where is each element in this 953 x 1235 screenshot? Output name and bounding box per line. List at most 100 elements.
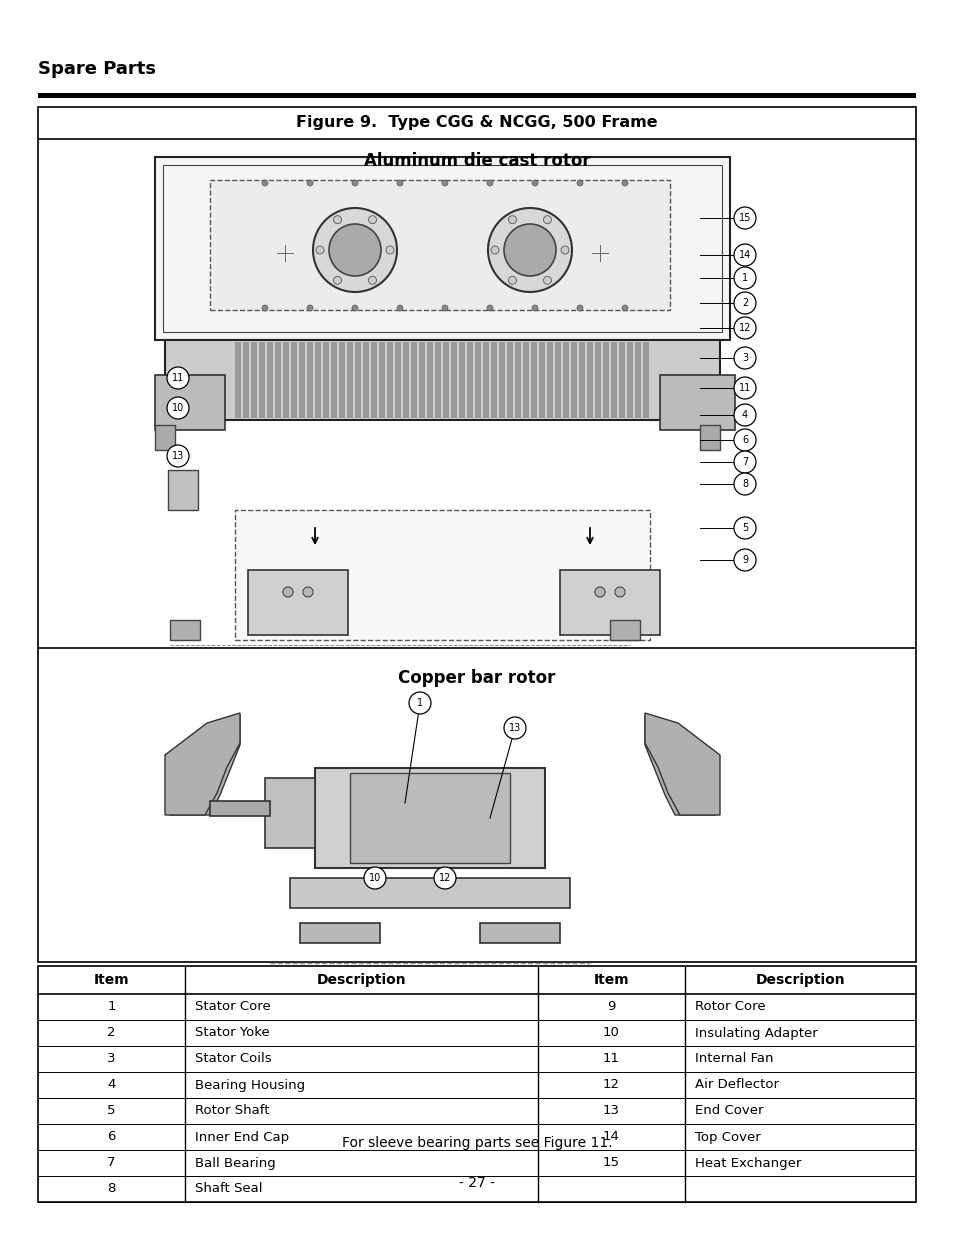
Text: 2: 2 bbox=[107, 1026, 115, 1040]
Circle shape bbox=[733, 404, 755, 426]
Circle shape bbox=[329, 224, 380, 275]
Circle shape bbox=[615, 587, 624, 597]
Text: Rotor Core: Rotor Core bbox=[695, 1000, 765, 1014]
Bar bbox=[610, 342, 617, 417]
Bar bbox=[451, 342, 456, 417]
Text: 3: 3 bbox=[107, 1052, 115, 1066]
Bar bbox=[307, 342, 313, 417]
Circle shape bbox=[409, 692, 431, 714]
Circle shape bbox=[334, 277, 341, 284]
Bar bbox=[165, 340, 720, 420]
Bar bbox=[515, 342, 520, 417]
Bar bbox=[559, 571, 659, 635]
Circle shape bbox=[441, 305, 448, 311]
Text: 2: 2 bbox=[741, 298, 747, 308]
Bar bbox=[331, 342, 336, 417]
Bar bbox=[642, 342, 648, 417]
Bar bbox=[248, 571, 348, 635]
Text: Stator Core: Stator Core bbox=[194, 1000, 271, 1014]
Text: 14: 14 bbox=[602, 1130, 619, 1144]
Bar bbox=[267, 342, 273, 417]
Text: 13: 13 bbox=[508, 722, 520, 734]
Circle shape bbox=[508, 216, 516, 224]
Bar bbox=[251, 342, 256, 417]
Text: Bearing Housing: Bearing Housing bbox=[194, 1078, 305, 1092]
Bar bbox=[435, 342, 440, 417]
Bar bbox=[378, 342, 385, 417]
Bar bbox=[314, 768, 544, 868]
Text: 12: 12 bbox=[738, 324, 750, 333]
Bar bbox=[291, 342, 296, 417]
Bar bbox=[602, 342, 608, 417]
Bar bbox=[482, 342, 489, 417]
Bar bbox=[168, 471, 198, 510]
Text: 1: 1 bbox=[741, 273, 747, 283]
Bar bbox=[210, 802, 270, 816]
Circle shape bbox=[368, 277, 376, 284]
Bar bbox=[350, 773, 510, 863]
Circle shape bbox=[491, 246, 498, 254]
Polygon shape bbox=[170, 715, 240, 815]
Bar bbox=[578, 342, 584, 417]
Circle shape bbox=[441, 180, 448, 186]
Text: For sleeve bearing parts see Figure 11.: For sleeve bearing parts see Figure 11. bbox=[341, 1136, 612, 1150]
Text: 6: 6 bbox=[741, 435, 747, 445]
Circle shape bbox=[488, 207, 572, 291]
Bar bbox=[418, 342, 424, 417]
Bar bbox=[562, 342, 568, 417]
Bar bbox=[338, 342, 345, 417]
Bar bbox=[290, 878, 569, 908]
Bar bbox=[595, 342, 600, 417]
Circle shape bbox=[733, 245, 755, 266]
Text: 1: 1 bbox=[416, 698, 422, 708]
Text: End Cover: End Cover bbox=[695, 1104, 762, 1118]
Text: 11: 11 bbox=[739, 383, 750, 393]
Bar bbox=[234, 342, 241, 417]
Bar bbox=[546, 342, 553, 417]
Circle shape bbox=[560, 246, 568, 254]
Bar bbox=[659, 375, 734, 430]
Text: - 27 -: - 27 - bbox=[458, 1176, 495, 1191]
Circle shape bbox=[733, 377, 755, 399]
Text: 13: 13 bbox=[602, 1104, 619, 1118]
Bar bbox=[363, 342, 369, 417]
Text: 12: 12 bbox=[438, 873, 451, 883]
Polygon shape bbox=[644, 715, 714, 815]
Bar bbox=[298, 342, 305, 417]
Bar bbox=[609, 620, 639, 640]
Text: 1: 1 bbox=[107, 1000, 115, 1014]
Circle shape bbox=[503, 718, 525, 739]
Circle shape bbox=[532, 305, 537, 311]
Text: Description: Description bbox=[316, 973, 406, 987]
Bar bbox=[154, 157, 729, 340]
Text: Air Deflector: Air Deflector bbox=[695, 1078, 779, 1092]
Circle shape bbox=[334, 216, 341, 224]
Text: 4: 4 bbox=[107, 1078, 115, 1092]
Text: Stator Coils: Stator Coils bbox=[194, 1052, 272, 1066]
Text: Copper bar rotor: Copper bar rotor bbox=[398, 669, 555, 687]
Circle shape bbox=[621, 180, 627, 186]
Circle shape bbox=[595, 587, 604, 597]
Circle shape bbox=[167, 445, 189, 467]
Bar bbox=[283, 342, 289, 417]
Bar bbox=[234, 510, 649, 640]
Text: Heat Exchanger: Heat Exchanger bbox=[695, 1156, 801, 1170]
Bar bbox=[314, 342, 320, 417]
Text: Description: Description bbox=[755, 973, 844, 987]
Circle shape bbox=[396, 180, 402, 186]
Bar bbox=[347, 342, 353, 417]
Circle shape bbox=[508, 277, 516, 284]
Circle shape bbox=[621, 305, 627, 311]
Circle shape bbox=[532, 180, 537, 186]
Text: Rotor Shaft: Rotor Shaft bbox=[194, 1104, 269, 1118]
Bar bbox=[258, 342, 265, 417]
Circle shape bbox=[733, 517, 755, 538]
Circle shape bbox=[733, 291, 755, 314]
Circle shape bbox=[543, 216, 551, 224]
Circle shape bbox=[386, 246, 394, 254]
Bar bbox=[265, 778, 314, 848]
Bar bbox=[154, 375, 225, 430]
Bar bbox=[571, 342, 577, 417]
Circle shape bbox=[352, 305, 357, 311]
Circle shape bbox=[486, 180, 493, 186]
